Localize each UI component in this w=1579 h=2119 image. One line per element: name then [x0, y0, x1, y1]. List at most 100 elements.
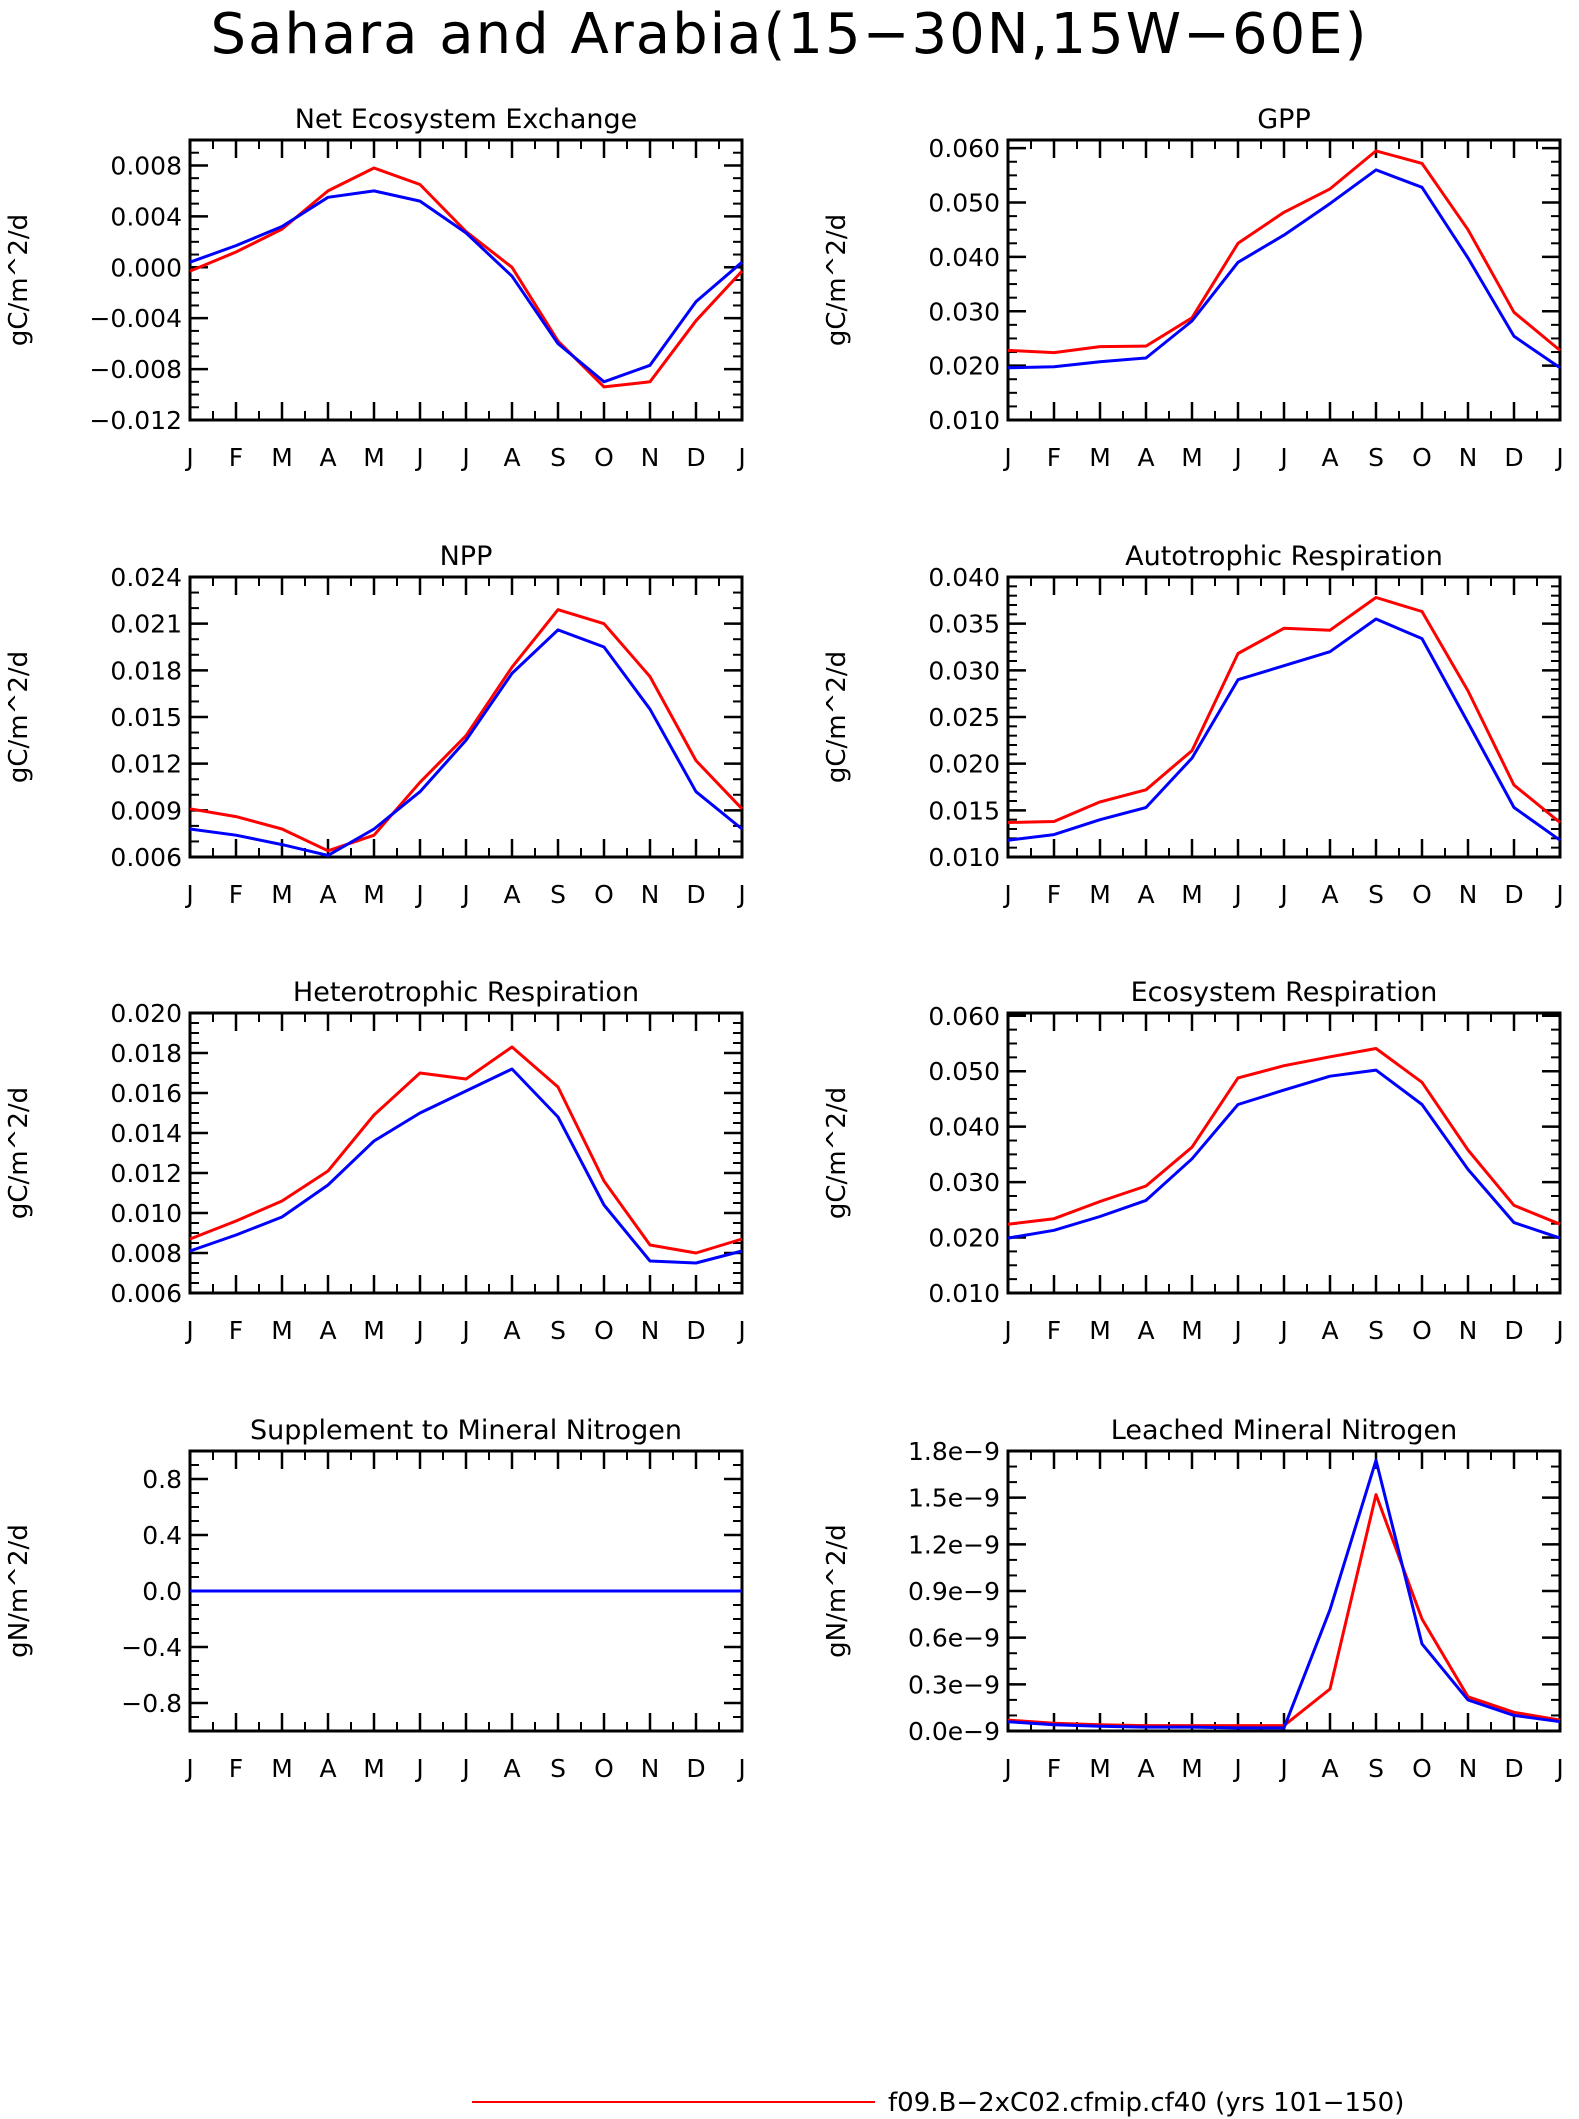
y-tick-label: 0.004: [110, 202, 182, 231]
y-tick-label: −0.004: [89, 304, 182, 333]
y-tick-label: 0.006: [110, 1279, 182, 1308]
x-tick-label: J: [414, 880, 423, 909]
y-tick-label: 0.035: [928, 610, 1000, 639]
series-line-1: [189, 1045, 743, 1255]
y-tick-label: 0.060: [928, 134, 1000, 163]
x-tick-label: M: [1089, 443, 1111, 472]
panel-title: NPP: [440, 541, 493, 572]
panel-4: Autotrophic Respiration gC/m^2/d 0.010 0.01…: [822, 541, 1564, 909]
x-tick-label: A: [1321, 443, 1338, 472]
x-tick-label: S: [550, 443, 566, 472]
x-tick-label: J: [414, 1316, 423, 1345]
series-line-2: [1007, 617, 1561, 842]
x-tick-label: A: [1137, 443, 1154, 472]
x-tick-label: O: [1412, 443, 1432, 472]
x-tick-label: M: [363, 880, 385, 909]
x-tick-label: J: [184, 880, 193, 909]
x-tick-label: J: [184, 443, 193, 472]
x-tick-label: J: [1002, 1316, 1011, 1345]
x-tick-label: O: [1412, 1316, 1432, 1345]
x-tick-label: M: [271, 1316, 293, 1345]
y-tick-label: −0.012: [89, 406, 182, 435]
y-tick-label: 0.008: [110, 1239, 182, 1268]
x-tick-label: D: [686, 1316, 705, 1345]
y-tick-label: 0.050: [928, 1057, 1000, 1086]
x-tick-label: F: [229, 1316, 243, 1345]
x-tick-label: F: [229, 443, 243, 472]
y-tick-label: 0.020: [928, 352, 1000, 381]
series-line-2: [189, 1067, 743, 1265]
x-tick-label: S: [1368, 443, 1384, 472]
x-tick-label: A: [319, 443, 336, 472]
y-tick-label: 0.020: [928, 1224, 1000, 1253]
y-axis-label: gC/m^2/d: [4, 214, 34, 346]
y-tick-label: 0.8: [142, 1465, 182, 1494]
y-tick-label: 0.009: [110, 796, 182, 825]
x-tick-label: M: [271, 880, 293, 909]
y-tick-label: 0.024: [110, 563, 182, 592]
x-tick-label: M: [271, 443, 293, 472]
plot-frame: [188, 575, 744, 859]
x-tick-label: A: [1137, 880, 1154, 909]
x-tick-label: F: [1047, 1316, 1061, 1345]
series-line-1: [1007, 596, 1561, 824]
x-tick-label: J: [1278, 1754, 1287, 1783]
x-tick-label: O: [594, 1754, 614, 1783]
x-tick-label: S: [550, 1754, 566, 1783]
plot-frame: [1006, 1449, 1562, 1733]
y-tick-label: 0.0e−9: [908, 1717, 1000, 1746]
x-tick-label: J: [184, 1316, 193, 1345]
x-tick-label: M: [1181, 1754, 1203, 1783]
x-tick-label: A: [503, 443, 520, 472]
x-tick-label: J: [1232, 1754, 1241, 1783]
x-tick-label: N: [1459, 443, 1478, 472]
y-tick-label: 0.016: [110, 1079, 182, 1108]
x-tick-label: A: [1321, 1316, 1338, 1345]
y-tick-label: 0.014: [110, 1119, 182, 1148]
x-tick-label: D: [1504, 1316, 1523, 1345]
x-tick-label: F: [229, 880, 243, 909]
x-tick-label: S: [1368, 1316, 1384, 1345]
series-line-2: [1007, 1458, 1561, 1730]
y-tick-label: 0.010: [928, 1279, 1000, 1308]
y-axis-label: gN/m^2/d: [4, 1524, 34, 1658]
panel-7: Supplement to Mineral Nitrogen gN/m^2/d −0…: [4, 1415, 746, 1783]
y-tick-label: 0.010: [928, 843, 1000, 872]
panel-title: Ecosystem Respiration: [1131, 977, 1438, 1008]
x-tick-label: D: [686, 880, 705, 909]
panel-title: Supplement to Mineral Nitrogen: [250, 1415, 682, 1446]
x-tick-label: J: [736, 443, 745, 472]
y-tick-label: 0.012: [110, 750, 182, 779]
x-tick-label: J: [736, 880, 745, 909]
x-tick-label: A: [1321, 1754, 1338, 1783]
x-tick-label: M: [363, 1754, 385, 1783]
legend-label: f09.B−2xC02.cfmip.cf40 (yrs 101−150): [888, 2088, 1404, 2118]
plot-frame: [188, 138, 744, 422]
x-tick-label: O: [1412, 1754, 1432, 1783]
y-tick-label: 0.6e−9: [908, 1624, 1000, 1653]
y-tick-label: 0.4: [142, 1521, 182, 1550]
x-tick-label: M: [1089, 880, 1111, 909]
x-tick-label: A: [1321, 880, 1338, 909]
x-tick-label: D: [686, 1754, 705, 1783]
series-line-1: [1007, 1047, 1561, 1226]
y-tick-label: 0.015: [110, 703, 182, 732]
panel-2: GPP gC/m^2/d 0.010 0.020 0.030 0.040 0.050 0.06…: [822, 104, 1564, 472]
x-tick-label: D: [1504, 880, 1523, 909]
x-tick-label: N: [641, 443, 660, 472]
x-tick-label: S: [550, 1316, 566, 1345]
x-tick-label: J: [1278, 880, 1287, 909]
panel-3: NPP gC/m^2/d 0.006 0.009 0.012 0.015 0.018 0.02…: [4, 541, 746, 909]
x-tick-label: J: [1554, 1754, 1563, 1783]
series-line-2: [189, 189, 743, 384]
y-tick-label: 0.010: [928, 406, 1000, 435]
series-line-2: [1007, 168, 1561, 370]
y-tick-label: 0.020: [928, 750, 1000, 779]
x-tick-label: J: [1232, 880, 1241, 909]
panel-6: Ecosystem Respiration gC/m^2/d 0.010 0.020 0…: [822, 977, 1564, 1345]
x-tick-label: A: [1137, 1316, 1154, 1345]
x-tick-label: D: [1504, 1754, 1523, 1783]
x-tick-label: J: [1002, 1754, 1011, 1783]
y-tick-label: 0.000: [110, 253, 182, 282]
